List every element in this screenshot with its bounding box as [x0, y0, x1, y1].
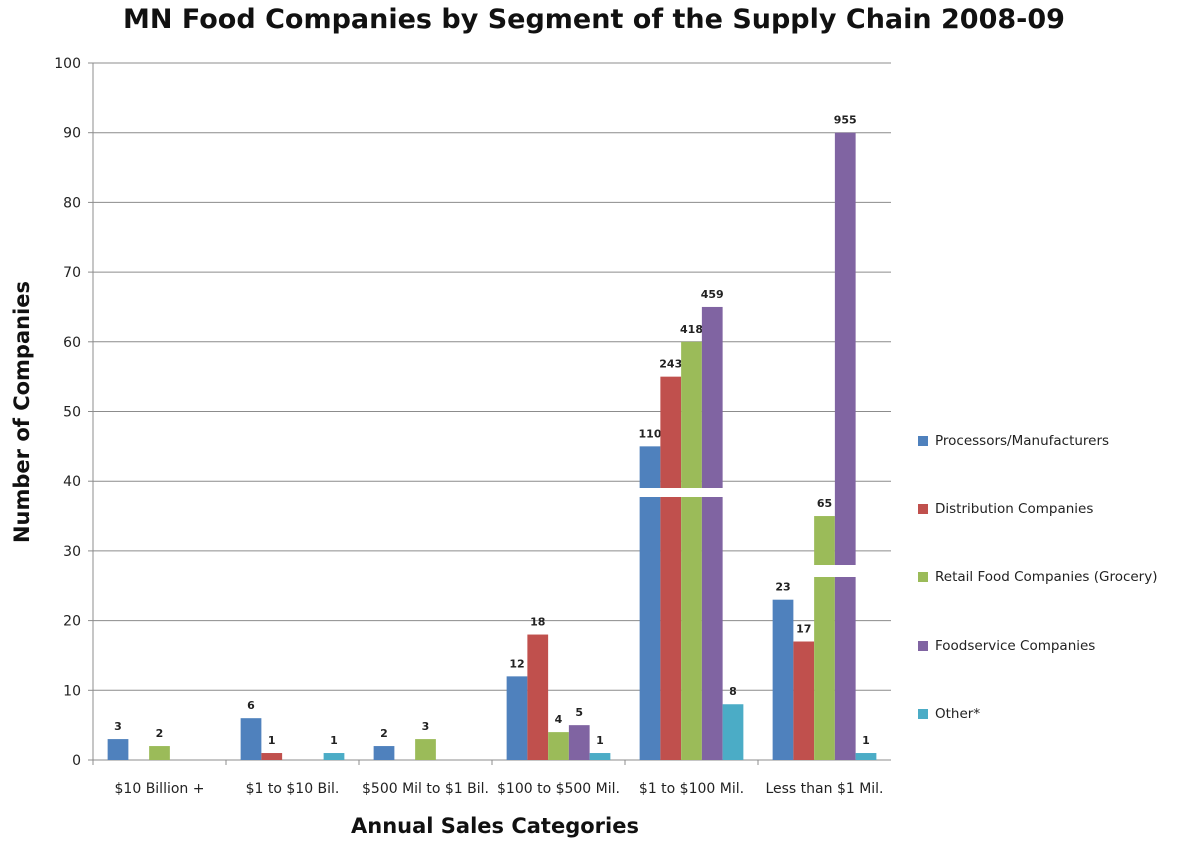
- legend-item: Retail Food Companies (Grocery): [918, 567, 1158, 587]
- data-label: 65: [817, 497, 832, 510]
- data-label: 6: [247, 699, 255, 712]
- data-label: 3: [422, 720, 430, 733]
- data-label: 5: [575, 706, 583, 719]
- data-label: 2: [156, 727, 164, 740]
- legend-item: Other*: [918, 704, 980, 724]
- y-tick-label: 30: [63, 544, 81, 560]
- legend-item: Processors/Manufacturers: [918, 431, 1109, 451]
- x-tick-label: $10 Billion +: [115, 781, 205, 797]
- bar: [415, 739, 436, 760]
- data-label: 110: [639, 427, 662, 440]
- data-label: 418: [680, 323, 703, 336]
- data-label: 3: [114, 720, 122, 733]
- bar: [373, 746, 395, 760]
- bar: [527, 634, 549, 760]
- bar: [681, 341, 702, 760]
- legend-label: Foodservice Companies: [935, 638, 1096, 654]
- x-tick-label: $500 Mil to $1 Bil.: [362, 781, 489, 797]
- legend-swatch: [918, 436, 928, 446]
- y-tick-label: 50: [63, 405, 81, 421]
- y-tick-label: 40: [63, 474, 81, 490]
- data-label: 955: [834, 114, 857, 127]
- bar: [240, 718, 262, 760]
- bar: [323, 753, 345, 760]
- bar: [855, 753, 877, 760]
- bar: [639, 446, 661, 760]
- data-label: 8: [729, 685, 737, 698]
- bar: [568, 725, 590, 760]
- bar: [772, 599, 794, 760]
- y-tick-label: 60: [63, 335, 81, 351]
- bar: [149, 746, 170, 760]
- x-tick-label: Less than $1 Mil.: [765, 781, 883, 797]
- y-tick-label: 100: [54, 56, 81, 72]
- legend-swatch: [918, 709, 928, 719]
- y-tick-label: 20: [63, 614, 81, 630]
- chart-title: MN Food Companies by Segment of the Supp…: [123, 4, 1065, 35]
- data-label: 1: [330, 734, 338, 747]
- legend-item: Distribution Companies: [918, 499, 1093, 519]
- legend-swatch: [918, 572, 928, 582]
- bar: [701, 306, 723, 760]
- axis-break: [638, 488, 724, 497]
- legend-label: Other*: [935, 706, 981, 722]
- data-label: 1: [596, 734, 604, 747]
- bar: [814, 516, 835, 760]
- data-label: 12: [509, 657, 524, 670]
- data-label: 243: [659, 358, 682, 371]
- x-tick-label: $1 to $100 Mil.: [639, 781, 744, 797]
- bar: [660, 376, 682, 760]
- legend-label: Distribution Companies: [935, 501, 1094, 517]
- data-label: 1: [268, 734, 276, 747]
- y-tick-label: 80: [63, 195, 81, 211]
- bar: [506, 676, 528, 760]
- data-label: 17: [796, 623, 811, 636]
- legend-label: Processors/Manufacturers: [935, 433, 1110, 449]
- data-label: 23: [775, 581, 790, 594]
- bar: [548, 732, 569, 760]
- legend-swatch: [918, 641, 928, 651]
- bar: [793, 641, 815, 760]
- bar: [261, 753, 283, 760]
- y-tick-label: 90: [63, 126, 81, 142]
- axis-break: [813, 565, 857, 577]
- x-tick-label: $100 to $500 Mil.: [497, 781, 620, 797]
- y-tick-label: 0: [72, 753, 81, 769]
- bar: [107, 739, 129, 760]
- data-label: 459: [701, 288, 724, 301]
- data-label: 1: [862, 734, 870, 747]
- y-tick-label: 70: [63, 265, 81, 281]
- bar: [589, 753, 611, 760]
- y-axis-title: Number of Companies: [10, 280, 34, 544]
- x-tick-label: $1 to $10 Bil.: [246, 781, 340, 797]
- data-label: 2: [380, 727, 388, 740]
- data-label: 4: [555, 713, 563, 726]
- legend-item: Foodservice Companies: [918, 636, 1095, 656]
- legend-label: Retail Food Companies (Grocery): [935, 569, 1158, 585]
- bar: [834, 132, 856, 760]
- x-axis-title: Annual Sales Categories: [351, 814, 639, 838]
- legend-swatch: [918, 504, 928, 514]
- bar: [722, 704, 744, 760]
- y-tick-label: 10: [63, 683, 81, 699]
- data-label: 18: [530, 616, 545, 629]
